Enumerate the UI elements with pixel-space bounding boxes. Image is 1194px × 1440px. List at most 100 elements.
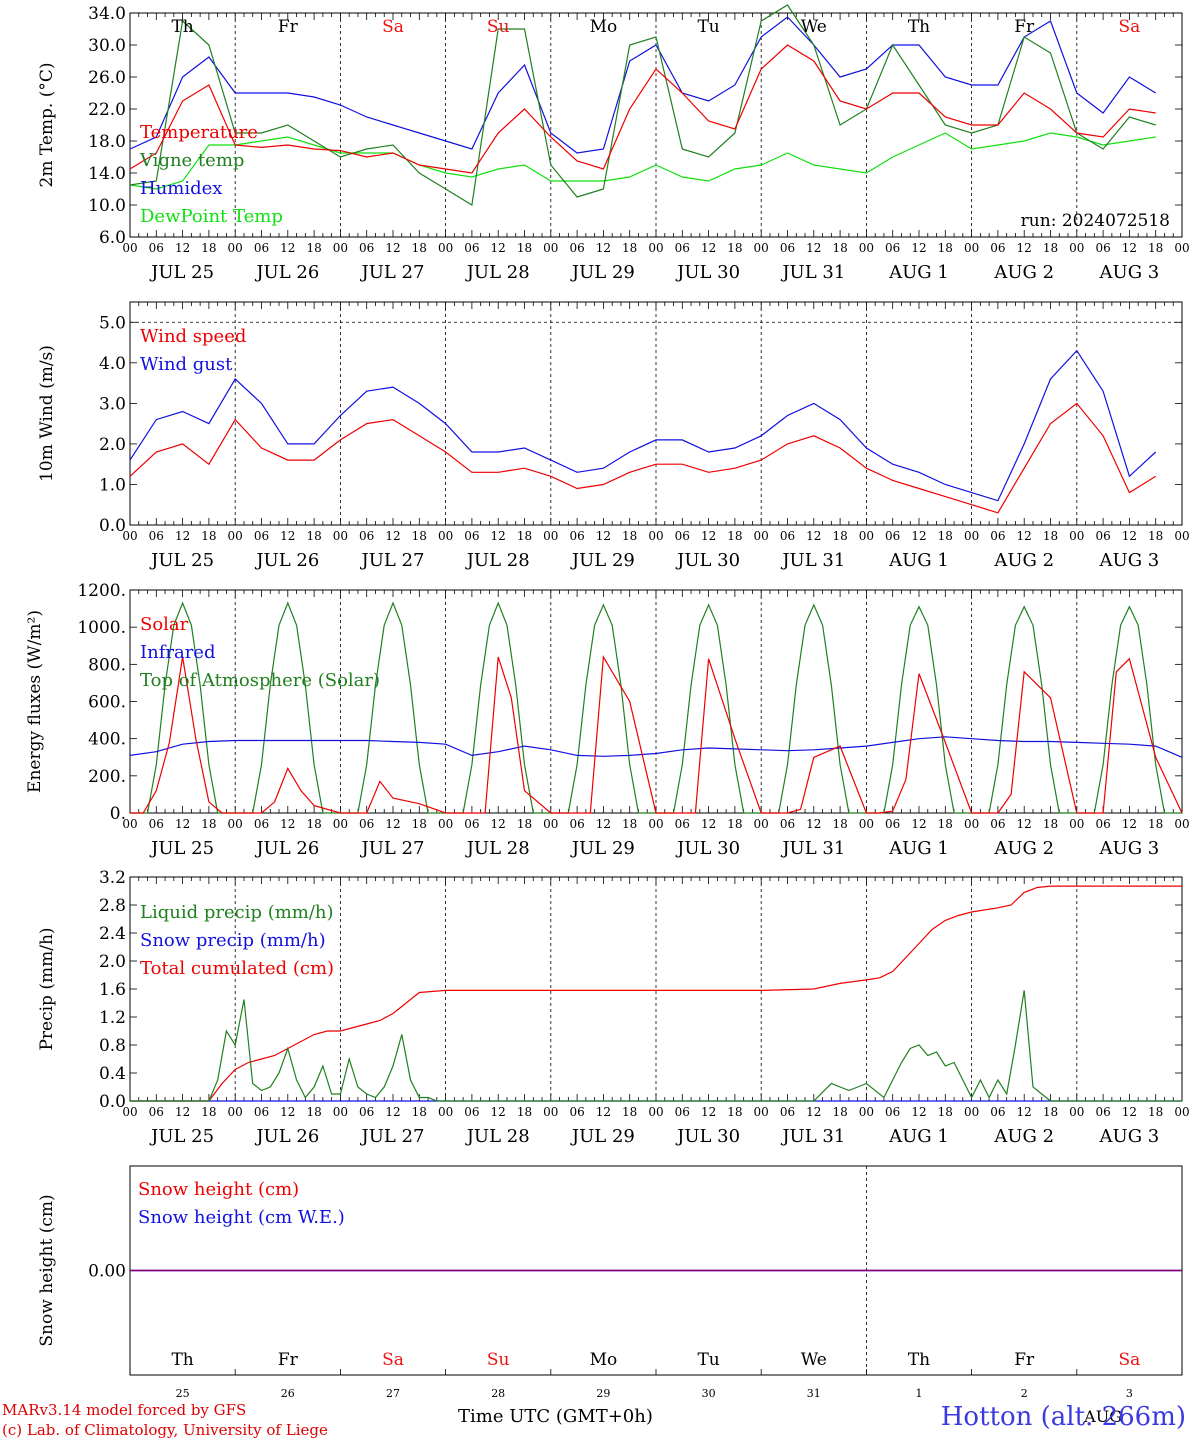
hour-tick-label: 12: [1017, 529, 1032, 543]
hour-tick-label: 18: [727, 817, 742, 831]
hour-tick-label: 18: [622, 1105, 637, 1119]
panel-1: 00 06 12 18 00 06 12 18 00 06 12 18 00 06 12 18 00 06 12 18…: [37, 4, 1190, 283]
hour-tick-label: 06: [464, 1105, 479, 1119]
hour-tick-label: 18: [727, 1105, 742, 1119]
hour-tick-label: 00: [543, 529, 558, 543]
hour-tick-label: 12: [491, 1105, 506, 1119]
legend-entry: Solar: [140, 614, 189, 635]
hour-tick-label: 00: [648, 1105, 663, 1119]
hour-tick-label: 00: [648, 241, 663, 255]
hour-tick-label: 12: [1017, 1105, 1032, 1119]
hour-tick-label: 00: [754, 241, 769, 255]
credit-line-2: (c) Lab. of Climatology, University of L…: [2, 1421, 328, 1439]
hour-tick-label: 00: [1174, 817, 1189, 831]
date-label: AUG 1: [888, 1126, 949, 1147]
hour-tick-label: 06: [885, 241, 900, 255]
date-label: JUL 31: [780, 550, 845, 571]
y-tick-label: 400.: [88, 730, 126, 750]
hour-tick-label: 06: [254, 241, 269, 255]
credit-line-1: MARv3.14 model forced by GFS: [2, 1401, 247, 1419]
date-label: JUL 29: [570, 262, 635, 283]
hour-tick-label: 12: [491, 817, 506, 831]
date-label: JUL 31: [780, 262, 845, 283]
hour-tick-label: 12: [385, 817, 400, 831]
hour-tick-label: 18: [727, 529, 742, 543]
plot-frame: [129, 301, 1183, 526]
hour-tick-label: 12: [1017, 817, 1032, 831]
series-line: [129, 132, 1156, 190]
legend-entry: Snow height (cm W.E.): [138, 1207, 345, 1228]
hour-tick-label: 12: [1017, 241, 1032, 255]
hour-tick-label: 06: [1095, 1105, 1110, 1119]
hour-tick-label: 06: [464, 529, 479, 543]
hour-tick-label: 06: [569, 817, 584, 831]
hour-tick-label: 00: [964, 817, 979, 831]
legend-entry: Infrared: [140, 642, 215, 663]
hour-tick-label: 12: [911, 529, 926, 543]
date-label: JUL 27: [360, 1126, 425, 1147]
date-label: JUL 26: [254, 1126, 319, 1147]
date-label: JUL 25: [149, 838, 214, 859]
y-tick-label: 0.4: [99, 1064, 126, 1084]
series-line: [129, 349, 1157, 502]
hour-tick-label: 06: [1095, 241, 1110, 255]
hour-tick-label: 18: [517, 241, 532, 255]
hour-tick-label: 00: [1069, 1105, 1084, 1119]
date-label: AUG 3: [1099, 1126, 1160, 1147]
hour-tick-label: 00: [1174, 529, 1189, 543]
hour-tick-label: 00: [1069, 529, 1084, 543]
hour-tick-label: 18: [938, 241, 953, 255]
date-label: AUG 2: [993, 262, 1054, 283]
hour-tick-label: 18: [306, 529, 321, 543]
panel-5: Th 25 Fr 26 Sa 27 Su 28 Mo 29 Tu 30 We 31 Th 1 Fr 2 Sa 3 AUG…: [37, 1165, 1183, 1426]
y-tick-label: 0.: [110, 804, 126, 824]
hour-tick-label: 18: [622, 529, 637, 543]
hour-tick-label: 12: [806, 817, 821, 831]
date-label: JUL 28: [465, 838, 530, 859]
y-axis-label: Snow height (cm): [37, 1194, 57, 1346]
y-tick-label: 1.6: [99, 980, 126, 1000]
hour-tick-label: 06: [675, 529, 690, 543]
hour-tick-label: 00: [964, 529, 979, 543]
date-label: JUL 27: [360, 838, 425, 859]
hour-tick-label: 12: [1122, 241, 1137, 255]
y-tick-label: 34.0: [88, 4, 126, 24]
y-axis-label: Precip (mm/h): [37, 927, 57, 1050]
weekday-label: Th: [171, 17, 193, 37]
hour-tick-label: 12: [280, 529, 295, 543]
hour-tick-label: 18: [938, 529, 953, 543]
date-label: JUL 26: [254, 550, 319, 571]
hour-tick-label: 06: [885, 529, 900, 543]
panel-2: 00 06 12 18 00 06 12 18 00 06 12 18 00 06 12 18 00 06 12 18…: [37, 301, 1190, 571]
hour-tick-label: 00: [543, 817, 558, 831]
y-tick-label: 0.8: [99, 1036, 126, 1056]
hour-tick-label: 06: [149, 529, 164, 543]
hour-tick-label: 06: [885, 817, 900, 831]
hour-tick-label: 12: [701, 241, 716, 255]
hour-tick-label: 12: [701, 817, 716, 831]
hour-tick-label: 18: [832, 529, 847, 543]
legend-entry: Top of Atmosphere (Solar): [140, 670, 380, 691]
day-number-label: 30: [702, 1387, 716, 1400]
hour-tick-label: 00: [1069, 241, 1084, 255]
weekday-label: Th: [171, 1350, 193, 1370]
hour-tick-label: 12: [911, 817, 926, 831]
y-tick-label: 4.0: [99, 354, 126, 374]
date-label: AUG 3: [1099, 838, 1160, 859]
hour-tick-label: 06: [1095, 529, 1110, 543]
day-number-label: 27: [386, 1387, 400, 1400]
hour-tick-label: 12: [1122, 1105, 1137, 1119]
hour-tick-label: 12: [280, 241, 295, 255]
weekday-label: We: [801, 1350, 827, 1370]
hour-tick-label: 18: [306, 817, 321, 831]
hour-tick-label: 12: [385, 1105, 400, 1119]
hour-tick-label: 06: [990, 241, 1005, 255]
hour-tick-label: 00: [648, 817, 663, 831]
hour-tick-label: 00: [122, 1105, 137, 1119]
hour-tick-label: 12: [806, 1105, 821, 1119]
weekday-label: Tu: [697, 17, 719, 37]
y-tick-label: 3.2: [99, 868, 126, 888]
hour-tick-label: 18: [938, 1105, 953, 1119]
y-tick-label: 0.0: [99, 1092, 126, 1112]
